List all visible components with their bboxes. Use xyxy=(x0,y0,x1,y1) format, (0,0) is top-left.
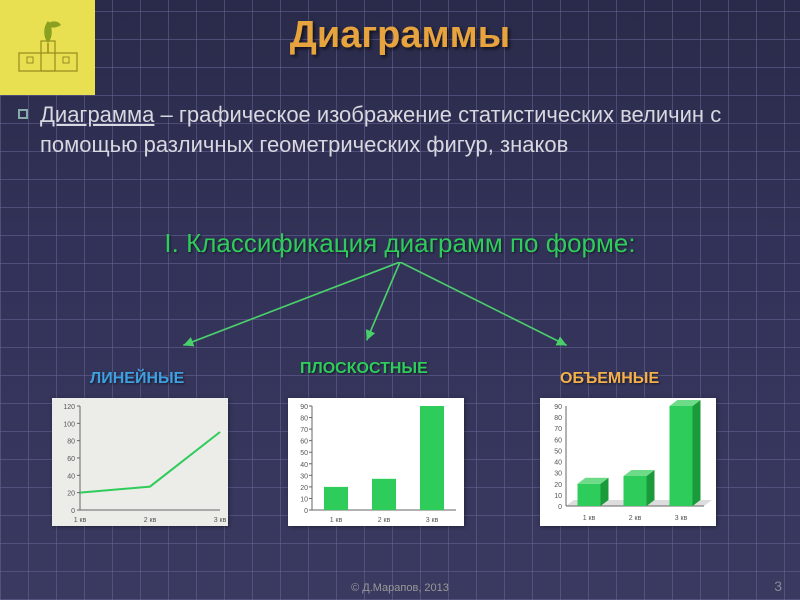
svg-text:2 кв: 2 кв xyxy=(378,517,391,524)
svg-text:1 кв: 1 кв xyxy=(330,517,343,524)
definition-text: Диаграмма – графическое изображение стат… xyxy=(40,100,760,159)
svg-text:80: 80 xyxy=(554,415,562,422)
bullet-icon xyxy=(18,109,28,119)
chart-line: 0 20 40 60 80 100 120 1 кв 2 кв 3 кв xyxy=(52,398,228,526)
slide-number: 3 xyxy=(774,578,782,594)
svg-text:0: 0 xyxy=(304,508,308,515)
svg-text:20: 20 xyxy=(300,485,308,492)
category-label-2: ОБЪЕМНЫЕ xyxy=(560,370,659,388)
svg-text:40: 40 xyxy=(67,473,75,480)
svg-text:100: 100 xyxy=(63,421,75,428)
svg-text:40: 40 xyxy=(300,462,308,469)
svg-text:90: 90 xyxy=(554,404,562,411)
svg-text:20: 20 xyxy=(67,491,75,498)
svg-text:80: 80 xyxy=(300,416,308,423)
svg-text:3 кв: 3 кв xyxy=(426,517,439,524)
svg-text:90: 90 xyxy=(300,404,308,411)
chart-bar3d: 0 10 20 30 40 50 60 70 80 90 1 кв 2 кв 3 кв xyxy=(540,398,716,526)
definition-term: Диаграмма xyxy=(40,102,154,127)
svg-text:0: 0 xyxy=(71,508,75,515)
svg-text:40: 40 xyxy=(554,460,562,467)
svg-text:60: 60 xyxy=(67,456,75,463)
svg-text:2 кв: 2 кв xyxy=(144,517,157,524)
footer-text: © Д.Марапов, 2013 xyxy=(0,582,800,594)
svg-text:80: 80 xyxy=(67,439,75,446)
svg-text:3 кв: 3 кв xyxy=(675,515,688,522)
svg-text:30: 30 xyxy=(300,473,308,480)
svg-text:60: 60 xyxy=(300,439,308,446)
svg-text:10: 10 xyxy=(300,496,308,503)
svg-text:50: 50 xyxy=(554,448,562,455)
category-label-0: ЛИНЕЙНЫЕ xyxy=(90,370,184,388)
section-heading: I. Классификация диаграмм по форме: xyxy=(0,228,800,259)
chart-bar2d: 0 10 20 30 40 50 60 70 80 90 1 кв 2 кв 3 кв xyxy=(288,398,464,526)
svg-text:1 кв: 1 кв xyxy=(583,515,596,522)
svg-text:60: 60 xyxy=(554,437,562,444)
svg-text:0: 0 xyxy=(558,504,562,511)
svg-text:120: 120 xyxy=(63,404,75,411)
svg-text:2 кв: 2 кв xyxy=(629,515,642,522)
svg-text:10: 10 xyxy=(554,493,562,500)
svg-text:1 кв: 1 кв xyxy=(74,517,87,524)
svg-text:70: 70 xyxy=(554,426,562,433)
svg-text:3 кв: 3 кв xyxy=(214,517,227,524)
svg-text:50: 50 xyxy=(300,450,308,457)
svg-text:20: 20 xyxy=(554,482,562,489)
slide-title: Диаграммы xyxy=(0,14,800,57)
category-label-1: ПЛОСКОСТНЫЕ xyxy=(300,360,428,378)
svg-text:70: 70 xyxy=(300,427,308,434)
svg-text:30: 30 xyxy=(554,471,562,478)
